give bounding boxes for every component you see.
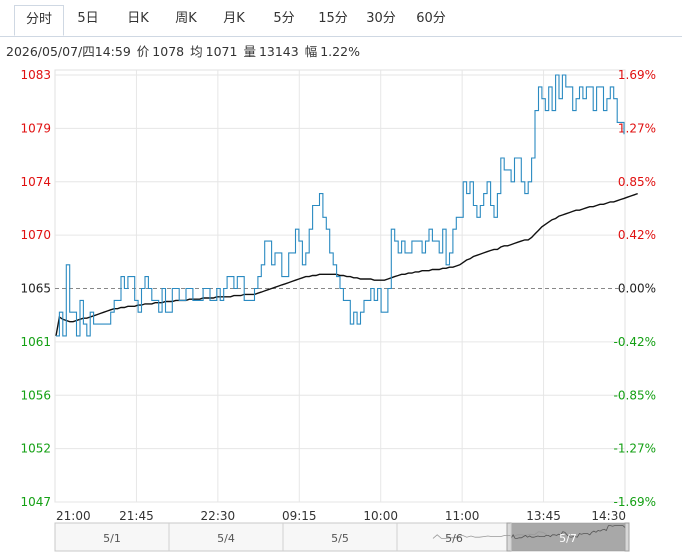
navigator-day-label: 5/5 <box>331 532 349 545</box>
average-price-line <box>55 192 638 337</box>
pct-tick-label: 0.85% <box>618 175 656 189</box>
y-tick-label: 1052 <box>20 442 51 456</box>
pct-tick-label: 1.27% <box>618 121 656 135</box>
x-tick-label: 11:00 <box>445 509 480 523</box>
navigator-day-label: 5/7 <box>559 532 577 545</box>
pct-tick-label: -0.85% <box>614 388 656 402</box>
amplitude-value: 1.22% <box>320 44 360 59</box>
volume-value: 13143 <box>258 44 299 59</box>
x-tick-label: 13:45 <box>526 509 561 523</box>
tab-5day[interactable]: 5日 <box>77 11 99 26</box>
navigator-day-label: 5/1 <box>103 532 121 545</box>
pct-tick-label: 1.69% <box>618 68 656 82</box>
y-tick-label: 1065 <box>20 282 51 296</box>
navigator-sparkline-current <box>510 525 626 539</box>
y-tick-label: 1047 <box>20 495 51 509</box>
x-tick-label: 21:00 <box>56 509 91 523</box>
y-tick-label: 1056 <box>20 388 51 402</box>
price-value: 1078 <box>152 44 185 59</box>
tab-monthly-k[interactable]: 月K <box>223 11 245 26</box>
navigator-day-label: 5/4 <box>217 532 235 545</box>
navigator-sparkline-prev <box>432 531 548 539</box>
quote-info-bar: 2026/05/07/四14:59 价 1078 均 1071 量 13143 幅 1.22% <box>6 41 366 60</box>
pct-tick-label: -0.42% <box>614 335 656 349</box>
pct-tick-label: -1.69% <box>614 495 656 509</box>
price-line <box>56 74 625 337</box>
y-tick-label: 1061 <box>20 335 51 349</box>
y-tick-label: 1079 <box>20 121 51 135</box>
tab-daily-k[interactable]: 日K <box>127 11 149 26</box>
period-tabs: 分时 5日 日K 周K 月K 5分 15分 30分 60分 <box>0 0 682 37</box>
price-label: 价 <box>136 44 150 59</box>
y-tick-label: 1070 <box>20 228 51 242</box>
x-tick-label: 21:45 <box>119 509 154 523</box>
volume-label: 量 <box>243 44 256 59</box>
pct-tick-label: 0.00% <box>618 282 656 296</box>
tab-intraday[interactable]: 分时 <box>14 5 64 36</box>
tab-5min[interactable]: 5分 <box>273 11 295 26</box>
amplitude-label: 幅 <box>304 44 318 59</box>
pct-tick-label: 0.42% <box>618 228 656 242</box>
navigator-handle-left[interactable] <box>506 522 512 552</box>
x-tick-label: 09:15 <box>282 509 317 523</box>
tab-15min[interactable]: 15分 <box>318 11 348 26</box>
navigator-selection[interactable] <box>511 523 625 551</box>
tab-weekly-k[interactable]: 周K <box>175 11 197 26</box>
pct-tick-label: -1.27% <box>614 442 656 456</box>
y-tick-label: 1074 <box>20 175 51 189</box>
y-tick-label: 1083 <box>20 68 51 82</box>
navigator-handle-right[interactable] <box>624 522 630 552</box>
tab-60min[interactable]: 60分 <box>416 11 446 26</box>
avg-value: 1071 <box>205 44 238 59</box>
x-tick-label: 14:30 <box>591 509 626 523</box>
tab-30min[interactable]: 30分 <box>366 11 396 26</box>
quote-datetime: 2026/05/07/四14:59 <box>6 44 131 59</box>
avg-label: 均 <box>190 44 203 59</box>
x-tick-label: 10:00 <box>363 509 398 523</box>
navigator-day-label: 5/6 <box>445 532 463 545</box>
x-tick-label: 22:30 <box>201 509 236 523</box>
